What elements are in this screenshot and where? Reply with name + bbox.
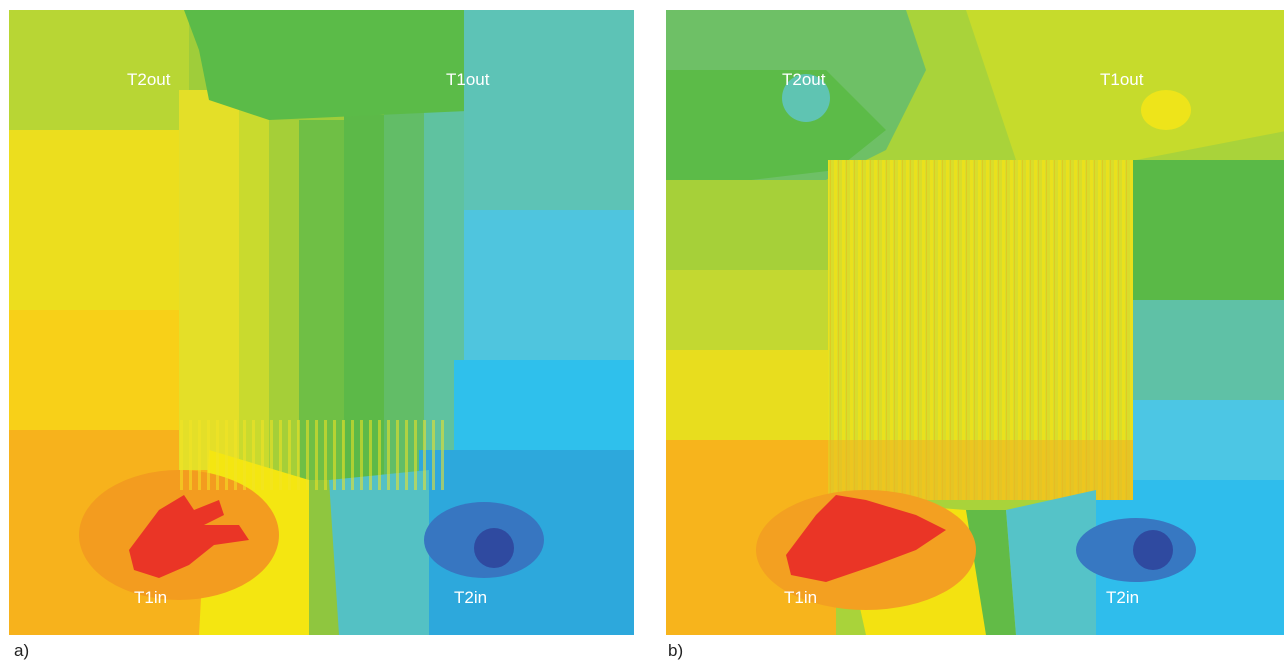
thermal-map-b-image [666, 10, 1284, 635]
thermal-map-panel-b: T2out T1out T1in T2in [666, 10, 1284, 635]
subfigure-label-a: a) [14, 641, 30, 660]
thermal-map-panel-a: T2out T1out T1in T2in [9, 10, 634, 635]
port-label-t2out: T2out [782, 70, 826, 89]
thermal-map-a-image [9, 10, 634, 635]
port-label-t1in: T1in [784, 588, 818, 607]
port-label-t1out: T1out [446, 70, 490, 89]
port-label-t2in: T2in [1106, 588, 1140, 607]
port-label-t2in: T2in [454, 588, 488, 607]
port-label-t2out: T2out [127, 70, 171, 89]
port-label-t1out: T1out [1100, 70, 1144, 89]
port-label-t1in: T1in [134, 588, 168, 607]
subfigure-label-b: b) [668, 641, 684, 660]
